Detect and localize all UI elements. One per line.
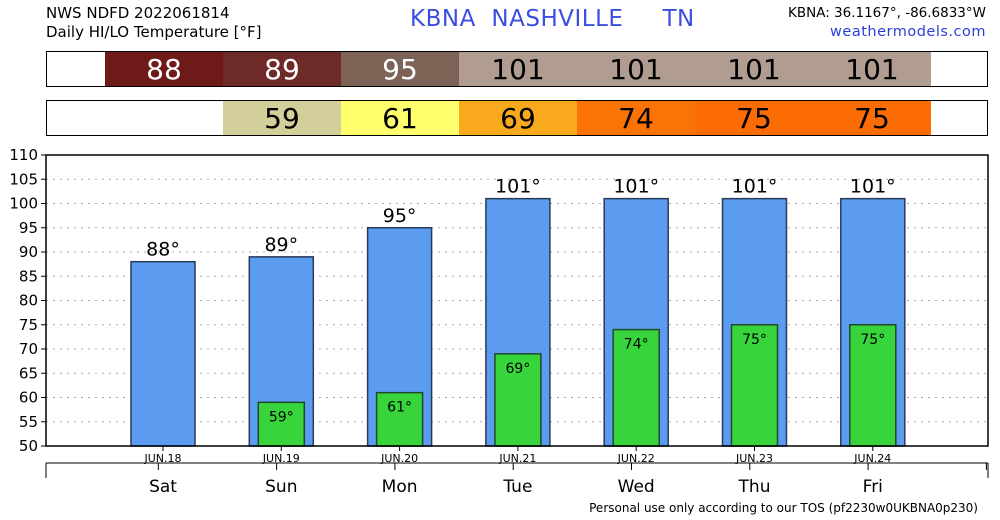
site-link[interactable]: weathermodels.com [830, 24, 986, 40]
day-label: Thu [738, 477, 771, 497]
y-tick-label: 90 [19, 243, 38, 261]
highs_strip-cell: 101 [695, 52, 813, 86]
low-bar [730, 324, 779, 447]
header-info: NWS NDFD 2022061814 Daily HI/LO Temperat… [46, 4, 262, 42]
low-bar [375, 391, 424, 447]
y-tick-label: 55 [19, 413, 38, 431]
low-bar [494, 353, 542, 447]
day-label: Wed [618, 477, 655, 497]
low-value-label: 74° [624, 337, 649, 353]
lows_strip-cell: 61 [341, 101, 459, 135]
y-tick-label: 85 [19, 267, 38, 285]
high-value-label: 95° [383, 205, 417, 227]
high-value-label: 101° [732, 176, 778, 198]
highs_strip-cell: 101 [577, 52, 695, 86]
lows_strip-cell: 74 [577, 101, 695, 135]
low-value-label: 75° [742, 332, 767, 348]
y-tick-label: 75 [19, 316, 38, 334]
highs_strip-cell: 88 [105, 52, 223, 86]
lows_strip-cell: 75 [695, 101, 813, 135]
low-value-label: 61° [387, 400, 412, 416]
low-bar [257, 401, 306, 447]
lows-strip: 59 61 69 74 75 75 [46, 100, 988, 136]
y-tick-label: 70 [19, 340, 38, 358]
day-label: Tue [502, 477, 532, 497]
high-value-label: 88° [146, 239, 180, 261]
product-label: Daily HI/LO Temperature [°F] [46, 23, 262, 41]
high-value-label: 101° [850, 176, 896, 198]
low-value-label: 75° [860, 332, 885, 348]
low-value-label: 59° [269, 409, 294, 425]
footer-note: Personal use only according to our TOS (… [589, 501, 978, 515]
y-tick-label: 60 [19, 389, 38, 407]
lows_strip-cell [105, 101, 223, 135]
highs-strip: 88 89 95 101 101 101 101 [46, 51, 988, 87]
high-value-label: 101° [613, 176, 659, 198]
date-label: JUN.24 [853, 452, 891, 465]
day-label: Fri [863, 477, 883, 497]
date-label: JUN.19 [262, 452, 300, 465]
y-tick-label: 100 [9, 195, 38, 213]
y-tick-label: 95 [19, 219, 38, 237]
station-coords: KBNA: 36.1167°, -86.6833°W [787, 5, 986, 21]
day-label: Sun [265, 477, 297, 497]
date-label: JUN.18 [143, 452, 181, 465]
highs_strip-cell: 101 [813, 52, 931, 86]
lows_strip-cell: 69 [459, 101, 577, 135]
high-value-label: 101° [495, 176, 541, 198]
date-label: JUN.21 [498, 452, 536, 465]
y-tick-label: 65 [19, 364, 38, 382]
highs_strip-cell: 89 [223, 52, 341, 86]
date-label: JUN.22 [617, 452, 655, 465]
highs_strip-cell: 101 [459, 52, 577, 86]
low-value-label: 69° [505, 361, 530, 377]
model-run-label: NWS NDFD 2022061814 [46, 4, 230, 22]
day-label: Mon [382, 477, 418, 497]
highs_strip-cell: 95 [341, 52, 459, 86]
day-label: Sat [149, 477, 177, 497]
high-bar [130, 260, 196, 447]
y-tick-label: 105 [9, 170, 38, 188]
y-tick-label: 80 [19, 292, 38, 310]
header-right: KBNA: 36.1167°, -86.6833°W weathermodels… [788, 4, 986, 42]
lows_strip-cell: 59 [223, 101, 341, 135]
y-tick-label: 110 [9, 146, 38, 164]
low-bar [849, 324, 897, 447]
date-label: JUN.20 [380, 452, 418, 465]
station-title: KBNA NASHVILLE TN [410, 6, 695, 32]
plot-frame [45, 154, 989, 447]
low-bar [612, 328, 660, 447]
y-tick-label: 50 [19, 437, 38, 455]
high-value-label: 89° [264, 234, 298, 256]
lows_strip-cell: 75 [813, 101, 931, 135]
date-label: JUN.23 [735, 452, 773, 465]
